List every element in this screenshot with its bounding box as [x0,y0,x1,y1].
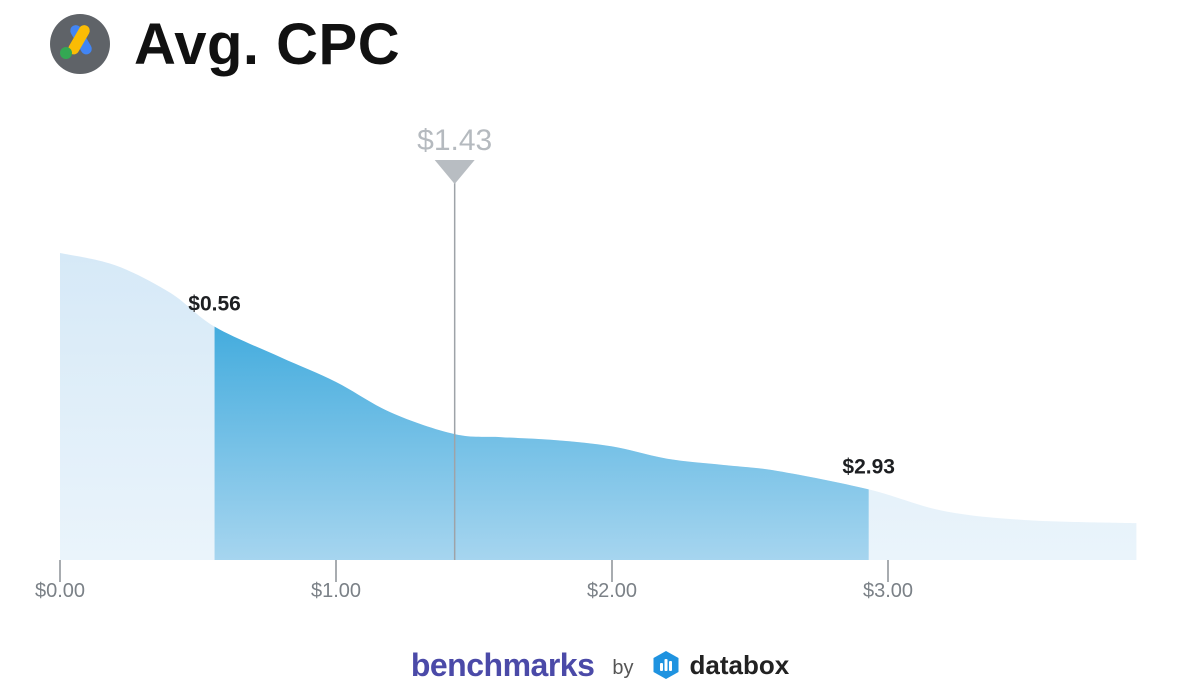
x-tick-label: $2.00 [587,580,637,602]
median-label: $1.43 [417,124,492,157]
median-marker [434,160,475,184]
databox-logo-text: databox [689,649,790,680]
by-text: by [612,656,634,679]
highlight-range-area [214,326,869,560]
databox-icon [653,651,679,679]
page-title: Avg. CPC [134,11,401,77]
x-axis: $0.00 $1.00 $2.00 $3.00 [35,560,913,602]
footer: benchmarks by databox [0,640,1200,690]
x-tick-label: $3.00 [863,580,913,602]
range-label: $2.93 [842,455,895,478]
google-ads-icon [50,14,110,74]
header: Avg. CPC [50,11,401,77]
range-labels: $0.56 $2.93 [188,293,895,479]
density-chart: $0.00 $1.00 $2.00 $3.00 $1.43 $0.56 $2.93 [35,124,1137,602]
benchmarks-logo-text: benchmarks [410,646,595,683]
range-label: $0.56 [188,293,241,316]
x-tick-label: $0.00 [35,580,85,602]
x-tick-label: $1.00 [311,580,361,602]
